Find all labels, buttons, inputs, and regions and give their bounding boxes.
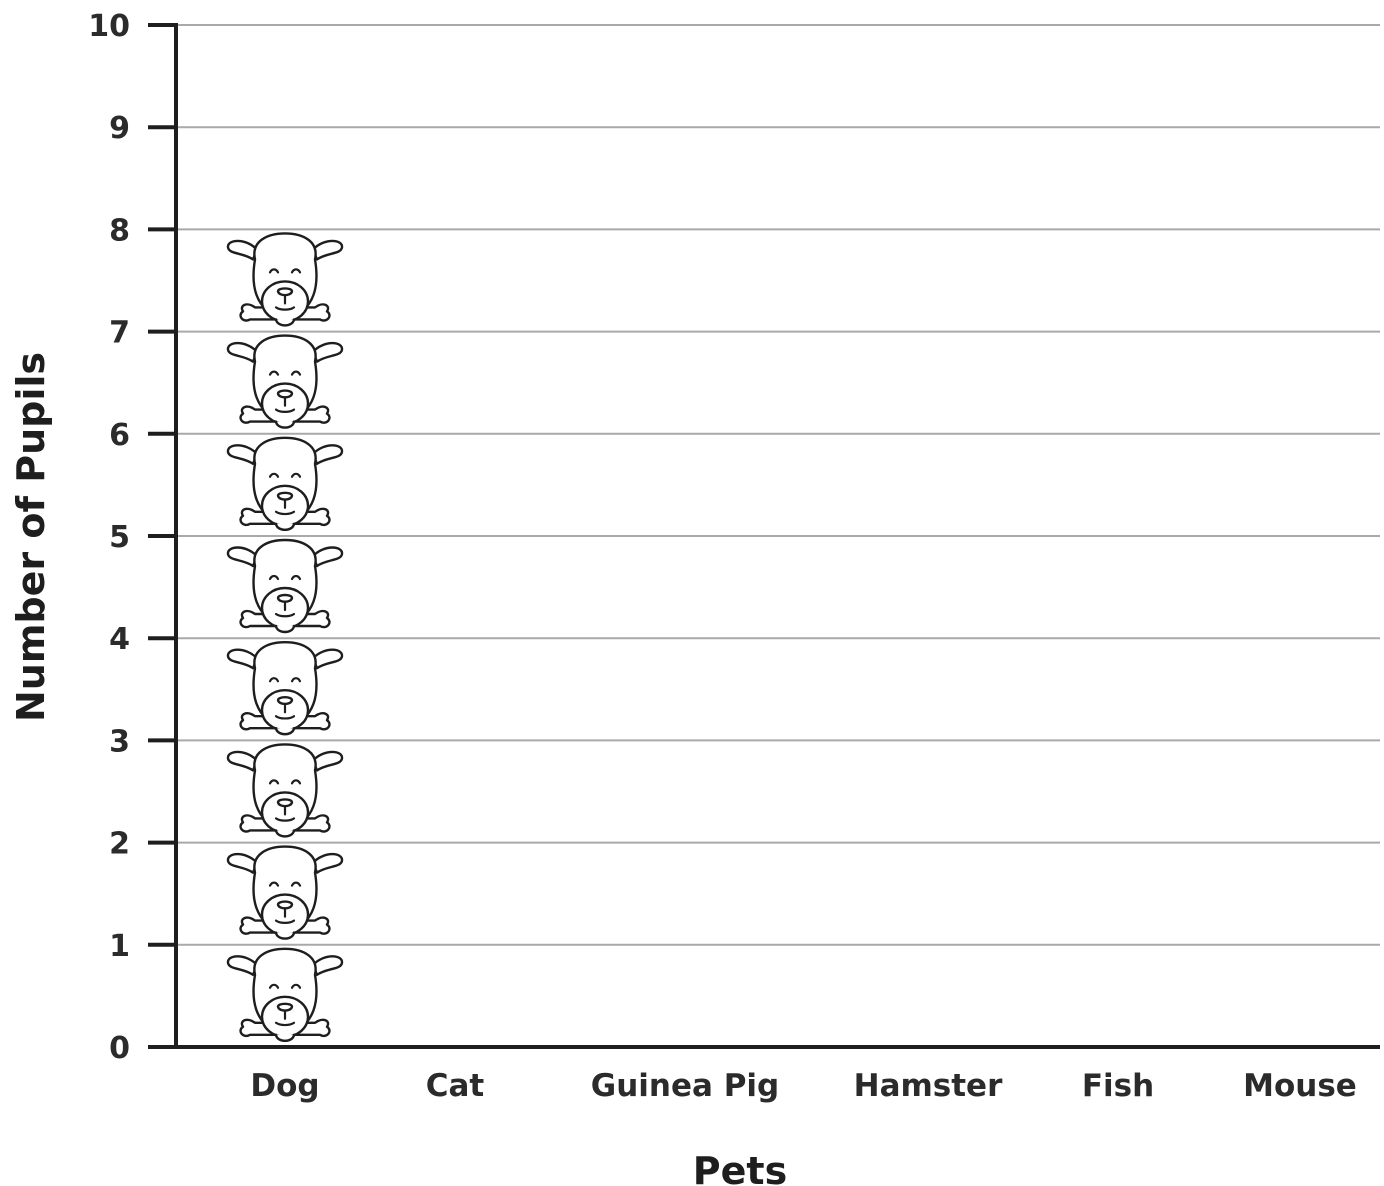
x-category-label: Cat	[426, 1068, 485, 1104]
y-tick-label: 9	[109, 111, 130, 146]
pictogram-icons	[226, 232, 344, 1042]
gridlines	[176, 24, 1380, 946]
x-category-label: Dog	[250, 1068, 319, 1104]
x-category-labels: Dog Cat Guinea Pig Hamster Fish Mouse	[250, 1068, 1356, 1104]
y-tick-label: 8	[109, 213, 130, 248]
dog-face-icon	[226, 232, 344, 327]
x-category-label: Fish	[1082, 1068, 1154, 1104]
y-tick-labels: 0 1 2 3 4 5 6 7 8 9 10	[88, 9, 130, 1066]
dog-face-icon	[226, 845, 344, 940]
y-tick-label: 5	[109, 520, 130, 555]
y-tick-label: 10	[88, 9, 130, 44]
dog-face-icon	[226, 641, 344, 736]
y-tick-label: 6	[109, 418, 130, 453]
dog-face-icon	[226, 947, 344, 1042]
x-category-label: Guinea Pig	[591, 1068, 779, 1104]
y-tick-label: 0	[109, 1031, 130, 1066]
y-tick-label: 7	[109, 316, 130, 351]
y-tick-label: 1	[109, 929, 130, 964]
y-axis-title: Number of Pupils	[9, 352, 53, 722]
x-category-label: Mouse	[1243, 1068, 1357, 1104]
y-tick-label: 3	[109, 724, 130, 759]
y-tick-label: 4	[109, 622, 130, 657]
axes	[148, 23, 1380, 1049]
y-tick-label: 2	[109, 827, 130, 862]
x-category-label: Hamster	[854, 1068, 1003, 1104]
dog-face-icon	[226, 538, 344, 634]
x-axis-title: Pets	[693, 1149, 787, 1186]
dog-face-icon	[226, 743, 344, 838]
dog-face-icon	[226, 436, 344, 531]
dog-face-icon	[226, 334, 344, 429]
